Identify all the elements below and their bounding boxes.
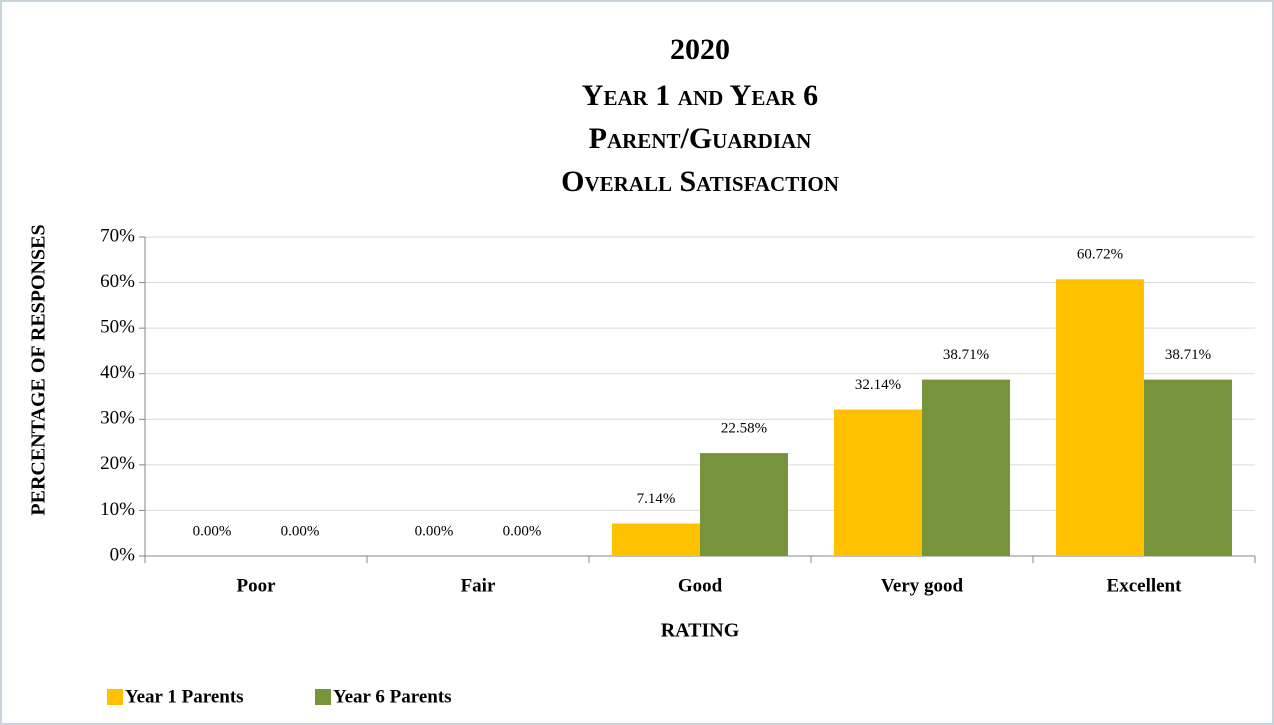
data-label: 0.00% xyxy=(503,523,542,539)
data-label: 0.00% xyxy=(415,523,454,539)
bar xyxy=(612,523,700,556)
x-tick-label: Poor xyxy=(236,575,276,596)
legend-label: Year 1 Parents xyxy=(125,686,244,707)
legend-label: Year 6 Parents xyxy=(333,686,452,707)
y-tick-label: 60% xyxy=(100,271,135,292)
legend-swatch xyxy=(107,689,123,705)
bar xyxy=(922,379,1010,556)
data-label: 0.00% xyxy=(193,523,232,539)
x-axis-title: RATING xyxy=(661,620,740,642)
bar xyxy=(834,409,922,556)
chart-title: Year 1 and Year 6 xyxy=(582,79,818,112)
data-label: 32.14% xyxy=(855,377,901,393)
data-label: 38.71% xyxy=(943,347,989,363)
x-tick-label: Excellent xyxy=(1107,575,1183,596)
chart-title: Parent/Guardian xyxy=(589,122,812,155)
chart-title: 2020 xyxy=(670,33,730,66)
bar xyxy=(700,453,788,556)
bar xyxy=(1144,379,1232,556)
data-label: 22.58% xyxy=(721,421,767,437)
x-tick-label: Very good xyxy=(881,575,964,596)
y-tick-label: 20% xyxy=(100,453,135,474)
y-tick-label: 40% xyxy=(100,362,135,383)
data-label: 7.14% xyxy=(637,491,676,507)
x-tick-label: Good xyxy=(678,575,723,596)
x-tick-label: Fair xyxy=(461,575,496,596)
data-label: 0.00% xyxy=(281,523,320,539)
y-tick-label: 50% xyxy=(100,317,135,338)
data-label: 60.72% xyxy=(1077,247,1123,263)
y-axis-title: PERCENTAGE OF RESPONSES xyxy=(28,224,50,515)
data-label: 38.71% xyxy=(1165,347,1211,363)
chart-title: Overall Satisfaction xyxy=(561,165,839,198)
y-tick-label: 30% xyxy=(100,408,135,429)
y-tick-label: 70% xyxy=(100,225,135,246)
bar xyxy=(1056,279,1144,556)
y-tick-label: 10% xyxy=(100,499,135,520)
y-tick-label: 0% xyxy=(110,544,136,565)
legend-swatch xyxy=(315,689,331,705)
